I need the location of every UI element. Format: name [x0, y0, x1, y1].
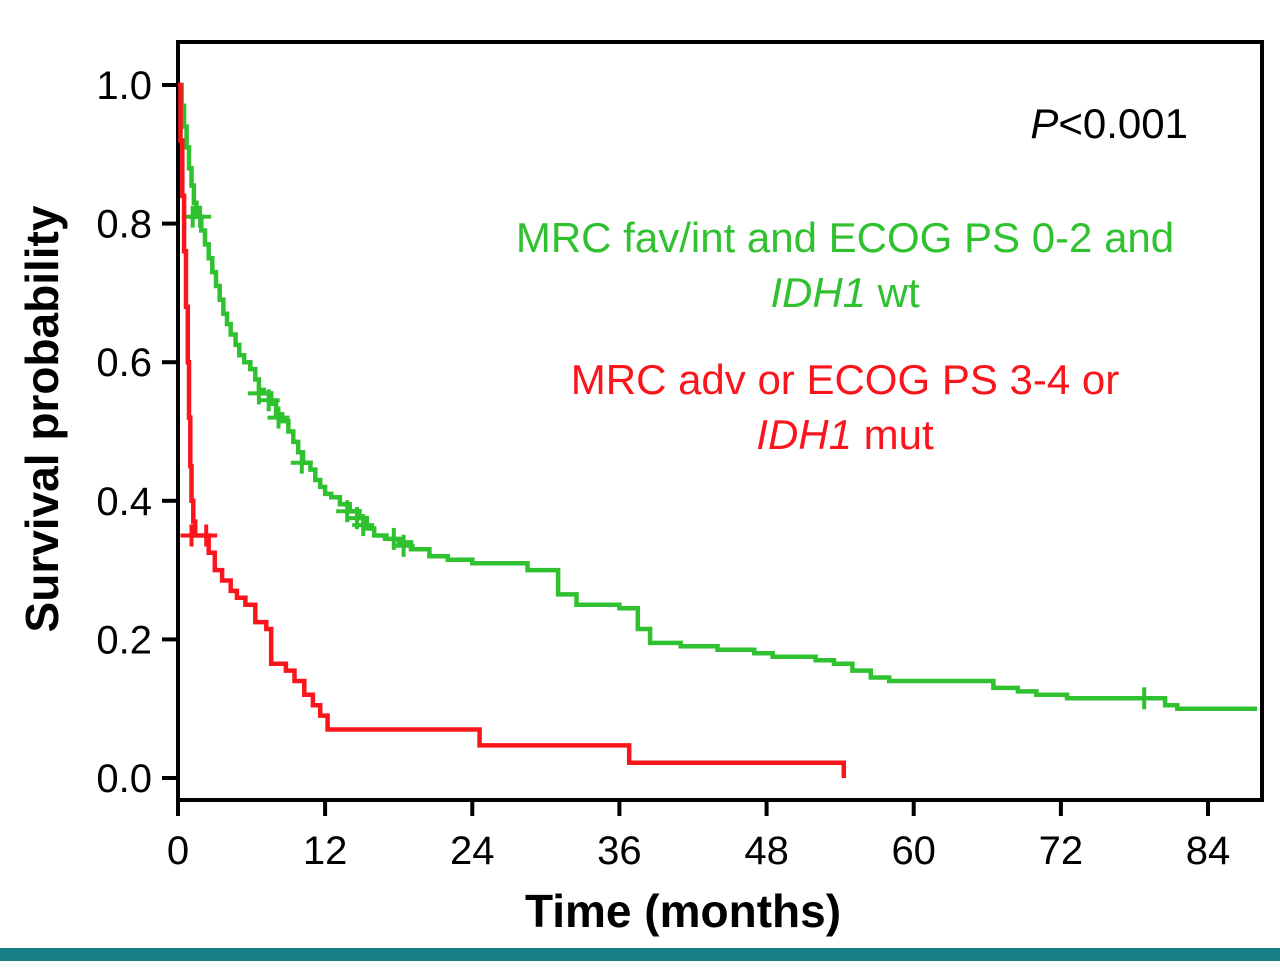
legend-green-gene-status: wt — [866, 269, 920, 317]
x-tick-label: 24 — [450, 829, 495, 873]
y-axis-title: Survival probability — [16, 205, 68, 633]
y-tick-label: 0.6 — [96, 341, 152, 385]
legend-red-group: MRC adv or ECOG PS 3-4 or IDH1 mut — [450, 352, 1240, 463]
legend-green-group: MRC fav/int and ECOG PS 0-2 and IDH1 wt — [450, 210, 1240, 321]
x-tick-label: 84 — [1186, 829, 1231, 873]
legend-red-gene: IDH1 — [756, 411, 852, 459]
legend-red-line2: IDH1 mut — [450, 407, 1240, 462]
legend-green-line1: MRC fav/int and ECOG PS 0-2 and — [515, 214, 1175, 261]
p-value-annotation: P<0.001 — [870, 100, 1188, 148]
x-tick-label: 60 — [891, 829, 936, 873]
legend-red-gene-status: mut — [852, 411, 934, 459]
x-tick-label: 48 — [744, 829, 789, 873]
censor-marks-red — [180, 524, 218, 547]
x-axis-title: Time (months) — [524, 885, 842, 937]
p-value-number: <0.001 — [1058, 100, 1188, 147]
censor-marks-green — [181, 205, 1156, 710]
y-tick-label: 0.8 — [96, 203, 152, 247]
y-tick-label: 1.0 — [96, 64, 152, 108]
p-value-symbol: P — [1030, 100, 1059, 147]
plot-frame — [176, 40, 1264, 802]
survival-curve-green — [178, 82, 1257, 711]
y-tick-label: 0.0 — [96, 757, 152, 801]
legend-red-line1: MRC adv or ECOG PS 3-4 or — [570, 356, 1120, 403]
y-tick-label: 0.2 — [96, 618, 152, 662]
x-tick-label: 0 — [167, 829, 189, 873]
x-tick-label: 36 — [597, 829, 642, 873]
x-tick-label: 72 — [1039, 829, 1084, 873]
y-tick-label: 0.4 — [96, 480, 152, 524]
survival-curve-red — [178, 82, 847, 778]
legend-green-line2: IDH1 wt — [450, 265, 1240, 320]
page-divider-bar — [0, 948, 1280, 961]
legend-green-gene: IDH1 — [770, 269, 867, 317]
x-tick-label: 12 — [303, 829, 348, 873]
